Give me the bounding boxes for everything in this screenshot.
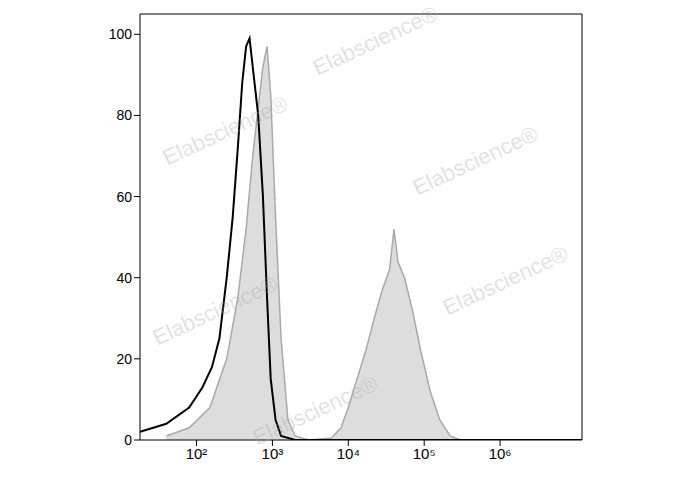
svg-text:10³: 10³ (262, 445, 284, 462)
svg-text:0: 0 (124, 432, 132, 448)
svg-text:60: 60 (116, 189, 132, 205)
svg-text:20: 20 (116, 351, 132, 367)
svg-text:10⁴: 10⁴ (337, 445, 360, 462)
svg-text:10⁵: 10⁵ (413, 445, 436, 462)
svg-text:10⁶: 10⁶ (489, 445, 512, 462)
svg-text:40: 40 (116, 270, 132, 286)
svg-text:100: 100 (109, 26, 133, 42)
svg-text:10²: 10² (186, 445, 208, 462)
svg-text:80: 80 (116, 107, 132, 123)
